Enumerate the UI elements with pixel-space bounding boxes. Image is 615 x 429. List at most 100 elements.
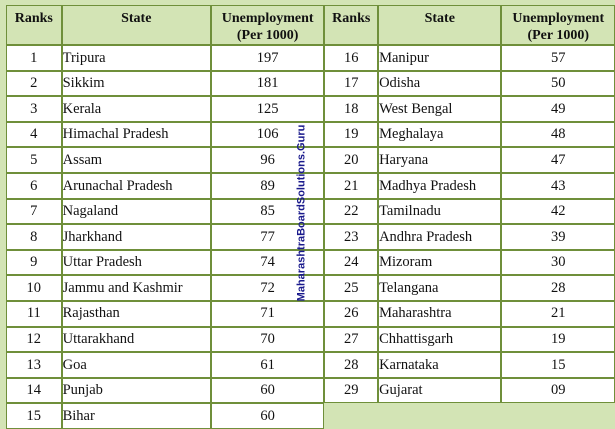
state-cell: Chhattisgarh bbox=[378, 326, 502, 353]
rank-cell: 11 bbox=[6, 300, 62, 327]
table-row: 8 Jharkhand 77 23 Andhra Pradesh 39 bbox=[6, 224, 615, 250]
header-unemployment-line2: (Per 1000) bbox=[527, 28, 590, 43]
table-row: 11 Rajasthan 71 26 Maharashtra 21 bbox=[6, 300, 615, 327]
header-row: Ranks State Unemployment (Per 1000) Rank… bbox=[6, 5, 615, 45]
rank-cell: 6 bbox=[6, 172, 62, 199]
unemployment-cell: 21 bbox=[501, 300, 615, 327]
rank-cell: 22 bbox=[324, 198, 379, 225]
unemployment-cell: 49 bbox=[501, 96, 615, 122]
table-row: 3 Kerala 125 18 West Bengal 49 bbox=[6, 96, 615, 122]
state-cell: Himachal Pradesh bbox=[61, 121, 211, 148]
unemployment-cell: 15 bbox=[501, 352, 615, 378]
unemployment-cell: 47 bbox=[501, 147, 615, 173]
header-unemployment-line1: Unemployment bbox=[512, 11, 605, 26]
unemployment-cell: 30 bbox=[501, 249, 615, 276]
state-cell: Maharashtra bbox=[378, 300, 502, 327]
unemployment-table: Ranks State Unemployment (Per 1000) Rank… bbox=[6, 5, 615, 429]
rank-cell: 21 bbox=[324, 172, 379, 199]
table-row: 1 Tripura 197 16 Manipur 57 bbox=[6, 45, 615, 71]
unemployment-cell: 60 bbox=[210, 377, 325, 404]
unemployment-cell: 197 bbox=[210, 45, 325, 71]
rank-cell: 24 bbox=[324, 249, 379, 276]
table-row: 2 Sikkim 181 17 Odisha 50 bbox=[6, 70, 615, 97]
unemployment-cell: 60 bbox=[210, 403, 325, 429]
rank-cell: 1 bbox=[6, 45, 62, 71]
rank-cell: 19 bbox=[324, 121, 379, 148]
unemployment-cell: 42 bbox=[501, 198, 615, 225]
rank-cell: 7 bbox=[6, 198, 62, 225]
state-cell: Arunachal Pradesh bbox=[61, 172, 211, 199]
rank-cell: 20 bbox=[324, 147, 379, 173]
unemployment-cell: 70 bbox=[210, 326, 325, 353]
rank-cell: 27 bbox=[324, 326, 379, 353]
state-cell: Gujarat bbox=[378, 377, 502, 404]
state-cell: Uttarakhand bbox=[61, 326, 211, 353]
state-cell: Rajasthan bbox=[61, 300, 211, 327]
rank-cell: 4 bbox=[6, 121, 62, 148]
state-cell: Goa bbox=[61, 352, 211, 378]
rank-cell: 18 bbox=[324, 96, 379, 122]
table-row: 15 Bihar 60 bbox=[6, 403, 615, 429]
unemployment-cell: 74 bbox=[210, 249, 325, 276]
empty-cell bbox=[324, 403, 615, 429]
watermark-text: MaharashtraBoardSolutions.Guru bbox=[295, 124, 308, 302]
unemployment-cell: 96 bbox=[210, 147, 325, 173]
rank-cell: 12 bbox=[6, 326, 62, 353]
unemployment-cell: 181 bbox=[210, 70, 325, 97]
header-ranks-left: Ranks bbox=[6, 5, 62, 45]
table-row: 6 Arunachal Pradesh 89 21 Madhya Pradesh 43 bbox=[6, 172, 615, 199]
state-cell: Meghalaya bbox=[378, 121, 502, 148]
header-unemployment-line1: Unemployment bbox=[221, 11, 314, 26]
rank-cell: 16 bbox=[324, 45, 379, 71]
state-cell: Manipur bbox=[378, 45, 502, 71]
state-cell: Telangana bbox=[378, 275, 502, 301]
state-cell: Sikkim bbox=[61, 70, 211, 97]
unemployment-cell: 106 bbox=[210, 121, 325, 148]
unemployment-cell: 85 bbox=[210, 198, 325, 225]
table-row: 7 Nagaland 85 22 Tamilnadu 42 bbox=[6, 198, 615, 225]
rank-cell: 25 bbox=[324, 275, 379, 301]
table-row: 12 Uttarakhand 70 27 Chhattisgarh 19 bbox=[6, 326, 615, 353]
unemployment-cell: 125 bbox=[210, 96, 325, 122]
unemployment-cell: 71 bbox=[210, 300, 325, 327]
state-cell: Odisha bbox=[378, 70, 502, 97]
table-row: 13 Goa 61 28 Karnataka 15 bbox=[6, 352, 615, 378]
state-cell: Jharkhand bbox=[61, 224, 211, 250]
unemployment-cell: 57 bbox=[501, 45, 615, 71]
rank-cell: 9 bbox=[6, 249, 62, 276]
rank-cell: 15 bbox=[6, 403, 62, 429]
table-row: 5 Assam 96 20 Haryana 47 bbox=[6, 147, 615, 173]
state-cell: Nagaland bbox=[61, 198, 211, 225]
rank-cell: 29 bbox=[324, 377, 379, 404]
state-cell: West Bengal bbox=[378, 96, 502, 122]
state-cell: Assam bbox=[61, 147, 211, 173]
rank-cell: 17 bbox=[324, 70, 379, 97]
state-cell: Tripura bbox=[61, 45, 211, 71]
header-unemployment-line2: (Per 1000) bbox=[236, 28, 299, 43]
table-row: 4 Himachal Pradesh 106 19 Meghalaya 48 bbox=[6, 121, 615, 148]
state-cell: Tamilnadu bbox=[378, 198, 502, 225]
unemployment-cell: 77 bbox=[210, 224, 325, 250]
state-cell: Punjab bbox=[61, 377, 211, 404]
rank-cell: 2 bbox=[6, 70, 62, 97]
unemployment-cell: 61 bbox=[210, 352, 325, 378]
header-state-left: State bbox=[61, 5, 211, 45]
rank-cell: 3 bbox=[6, 96, 62, 122]
state-cell: Jammu and Kashmir bbox=[61, 275, 211, 301]
state-cell: Mizoram bbox=[378, 249, 502, 276]
unemployment-cell: 50 bbox=[501, 70, 615, 97]
table-row: 10 Jammu and Kashmir 72 25 Telangana 28 bbox=[6, 275, 615, 301]
unemployment-cell: 09 bbox=[501, 377, 615, 404]
unemployment-cell: 72 bbox=[210, 275, 325, 301]
rank-cell: 14 bbox=[6, 377, 62, 404]
state-cell: Andhra Pradesh bbox=[378, 224, 502, 250]
unemployment-cell: 48 bbox=[501, 121, 615, 148]
unemployment-cell: 28 bbox=[501, 275, 615, 301]
rank-cell: 10 bbox=[6, 275, 62, 301]
rank-cell: 28 bbox=[324, 352, 379, 378]
state-cell: Kerala bbox=[61, 96, 211, 122]
unemployment-cell: 43 bbox=[501, 172, 615, 199]
state-cell: Uttar Pradesh bbox=[61, 249, 211, 276]
header-ranks-right: Ranks bbox=[324, 5, 379, 45]
